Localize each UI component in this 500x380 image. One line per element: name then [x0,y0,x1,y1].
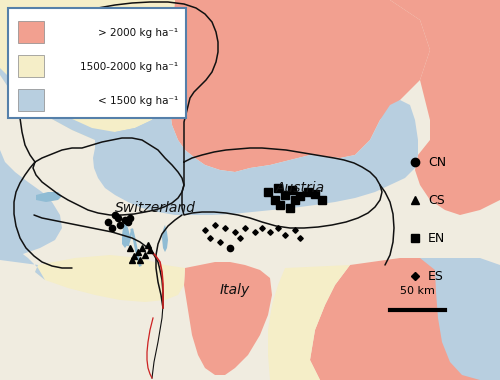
Polygon shape [0,68,45,280]
Polygon shape [0,0,175,145]
FancyBboxPatch shape [8,8,186,118]
Text: Switzerland: Switzerland [114,201,196,215]
Text: < 1500 kg ha⁻¹: < 1500 kg ha⁻¹ [98,96,178,106]
Polygon shape [36,192,62,202]
Polygon shape [184,262,272,375]
Text: Austria: Austria [276,181,324,195]
Text: > 2000 kg ha⁻¹: > 2000 kg ha⁻¹ [98,28,178,38]
Bar [18,21,44,43]
Text: 1500-2000 kg ha⁻¹: 1500-2000 kg ha⁻¹ [80,62,178,72]
Text: 50 km: 50 km [400,286,435,296]
Polygon shape [390,0,500,215]
Text: CS: CS [428,193,445,206]
Polygon shape [268,265,350,380]
Bar [18,89,44,111]
Polygon shape [168,0,430,172]
Polygon shape [122,222,130,248]
Polygon shape [0,68,168,145]
Text: CN: CN [428,155,446,168]
Polygon shape [35,255,185,302]
Polygon shape [310,258,500,380]
Polygon shape [93,92,418,215]
Text: EN: EN [428,231,446,244]
Text: ES: ES [428,269,444,282]
Polygon shape [420,258,500,380]
Bar [18,55,44,77]
Polygon shape [162,225,168,252]
Text: Italy: Italy [220,283,250,297]
Polygon shape [0,130,62,260]
